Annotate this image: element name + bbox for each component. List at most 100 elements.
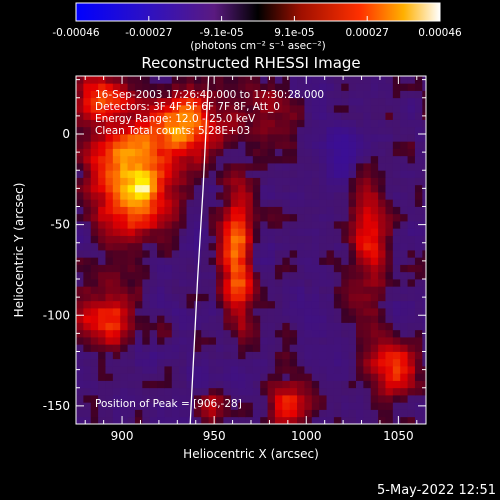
peak-position-label: Position of Peak = [906,-28] — [95, 398, 242, 410]
heatmap-cell — [267, 387, 276, 396]
heatmap-cell — [319, 134, 327, 142]
heatmap-cell — [341, 300, 350, 309]
heatmap-cell — [238, 177, 246, 186]
heatmap-cell — [260, 105, 268, 113]
heatmap-cell — [127, 134, 136, 142]
heatmap-cell — [378, 105, 386, 113]
heatmap-cell — [407, 235, 416, 244]
heatmap-cell — [120, 373, 128, 381]
heatmap-cell — [245, 83, 254, 91]
heatmap-cell — [311, 177, 320, 186]
heatmap-cell — [348, 286, 357, 294]
heatmap-cell — [157, 76, 165, 84]
heatmap-cell — [260, 308, 268, 316]
heatmap-cell — [341, 228, 350, 236]
heatmap-cell — [378, 293, 386, 302]
heatmap-cell — [392, 366, 401, 374]
heatmap-cell — [274, 264, 283, 273]
heatmap-cell — [400, 134, 408, 142]
annotation-detectors: Detectors: 3F 4F 5F 6F 7F 8F, Att_0 — [95, 101, 280, 113]
heatmap-cell — [348, 148, 357, 157]
heatmap-cell — [98, 221, 106, 229]
heatmap-cell — [341, 155, 350, 164]
heatmap-cell — [267, 315, 276, 323]
heatmap-cell — [282, 105, 291, 113]
heatmap-cell — [319, 387, 327, 396]
heatmap-cell — [333, 293, 342, 302]
heatmap-cell — [289, 300, 298, 309]
heatmap-cell — [157, 402, 165, 410]
heatmap-cell — [252, 228, 261, 236]
heatmap-cell — [216, 199, 224, 207]
heatmap-cell — [289, 141, 298, 149]
heatmap-cell — [164, 257, 173, 265]
heatmap-cell — [356, 402, 364, 410]
heatmap-cell — [230, 257, 239, 265]
heatmap-cell — [201, 105, 210, 113]
heatmap-cell — [260, 366, 268, 374]
annotation-time-range: 16-Sep-2003 17:26:40.000 to 17:30:28.000 — [95, 89, 324, 101]
heatmap-cell — [341, 184, 350, 193]
heatmap-cell — [127, 119, 136, 128]
heatmap-cell — [134, 206, 143, 215]
heatmap-cell — [230, 344, 239, 352]
heatmap-cell — [260, 221, 268, 229]
heatmap-cell — [112, 170, 121, 178]
heatmap-cell — [282, 199, 291, 207]
heatmap-cell — [260, 170, 268, 178]
heatmap-cell — [134, 83, 143, 91]
heatmap-cell — [90, 387, 99, 396]
heatmap-cell — [208, 97, 217, 106]
heatmap-cell — [260, 134, 268, 142]
heatmap-cell — [385, 242, 394, 251]
heatmap-cell — [252, 235, 261, 244]
heatmap-cell — [356, 322, 364, 331]
heatmap-cell — [363, 380, 372, 389]
heatmap-cell — [422, 105, 426, 113]
heatmap-cell — [370, 387, 379, 396]
heatmap-cell — [252, 112, 261, 120]
heatmap-cell — [179, 308, 187, 316]
heatmap-cell — [112, 380, 121, 389]
heatmap-cell — [186, 213, 195, 222]
heatmap-cell — [149, 380, 158, 389]
heatmap-cell — [134, 112, 143, 120]
heatmap-cell — [400, 119, 408, 128]
heatmap-cell — [348, 395, 357, 403]
heatmap-cell — [186, 380, 195, 389]
heatmap-cell — [105, 293, 114, 302]
heatmap-cell — [274, 250, 283, 258]
heatmap-cell — [76, 97, 84, 106]
heatmap-cell — [223, 366, 232, 374]
heatmap-cell — [326, 402, 335, 410]
heatmap-cell — [260, 293, 268, 302]
heatmap-cell — [422, 97, 426, 106]
heatmap-cell — [76, 235, 84, 244]
heatmap-cell — [105, 119, 114, 128]
heatmap-cell — [407, 206, 416, 215]
heatmap-cell — [179, 358, 187, 367]
heatmap-cell — [289, 134, 298, 142]
heatmap-cell — [333, 199, 342, 207]
heatmap-cell — [385, 228, 394, 236]
heatmap-cell — [120, 119, 128, 128]
heatmap-cell — [157, 148, 165, 157]
heatmap-cell — [193, 105, 202, 113]
heatmap-cell — [297, 387, 305, 396]
heatmap-cell — [164, 76, 173, 84]
heatmap-cell — [157, 206, 165, 215]
heatmap-cell — [157, 264, 165, 273]
heatmap-cell — [422, 271, 426, 280]
heatmap-cell — [120, 163, 128, 171]
heatmap-cell — [186, 163, 195, 171]
heatmap-cell — [112, 83, 121, 91]
heatmap-cell — [333, 206, 342, 215]
heatmap-cell — [304, 76, 313, 84]
heatmap-cell — [392, 329, 401, 338]
heatmap-cell — [319, 286, 327, 294]
heatmap-cell — [304, 286, 313, 294]
heatmap-cell — [142, 170, 151, 178]
heatmap-cell — [414, 409, 423, 418]
heatmap-cell — [105, 141, 114, 149]
heatmap-cell — [120, 416, 128, 424]
